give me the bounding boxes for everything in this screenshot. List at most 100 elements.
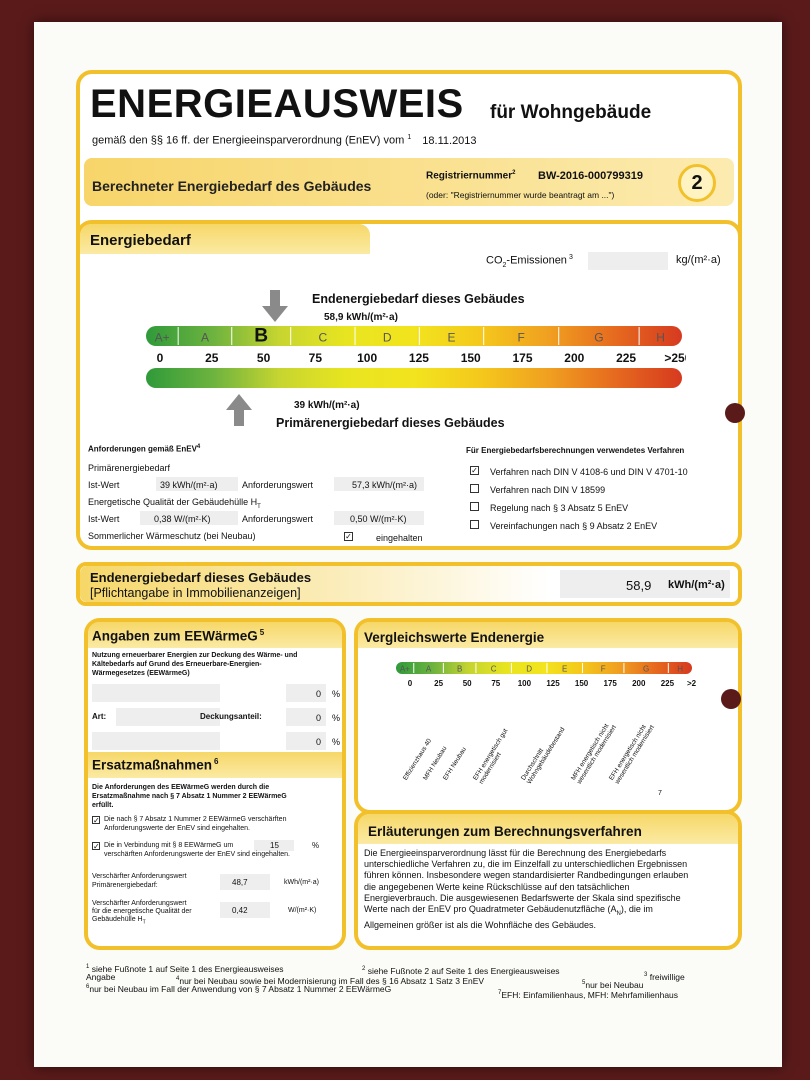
art-label: Art:: [92, 712, 107, 721]
energiebedarf-box: Energiebedarf CO2-Emissionen 3 kg/(m²·a) …: [76, 220, 742, 550]
ersatz-ht-unit: W/(m²·K): [288, 907, 317, 914]
eewaerme-pct-1: 0: [316, 689, 321, 699]
eewaerme-intro-1: Nutzung erneuerbarer Energien zur Deckun…: [92, 652, 298, 659]
ersatz-item2b: verschärften Anforderungswerte der EnEV …: [104, 851, 291, 858]
erlaeuterung-text: Die Energieeinsparverordnung lässt für d…: [364, 848, 688, 931]
vergleich-title: Vergleichswerte Endenergie: [364, 630, 545, 645]
erlaeuterung-header: [358, 814, 738, 844]
primary-energy-value: 39 kWh/(m²·a): [294, 400, 360, 411]
main-bottom-bar: [146, 368, 682, 388]
end-energy-title: Endenergiebedarf dieses Gebäudes: [312, 292, 525, 306]
eewaerme-pct-sign-1: %: [332, 689, 341, 699]
main-class-label: G: [594, 331, 603, 345]
eewaerme-pct-field-1[interactable]: [286, 684, 326, 702]
main-scale-tick: 125: [409, 351, 429, 365]
ersatz-ht-value: 0,42: [232, 906, 248, 915]
vergleich-header: [358, 622, 738, 648]
eewaerme-type-field-2[interactable]: [116, 708, 220, 726]
co2-rest: -Emissionen: [506, 254, 567, 267]
ersatz-prim-field: [220, 874, 270, 890]
endenergie-subtitle: [Pflichtangabe in Immobilienanzeigen]: [90, 586, 301, 600]
issue-date: 18.11.2013: [422, 134, 477, 147]
pct-value-1: 0: [316, 689, 322, 699]
main-class-label: B: [254, 326, 268, 347]
erl-line-6-end: ), die im: [620, 904, 653, 915]
ist-ht-field: [140, 511, 238, 525]
section-bar: [84, 158, 734, 206]
law-sup: 1: [407, 134, 412, 141]
ersatz-checkbox-2[interactable]: ✓: [92, 842, 100, 851]
vergleich-box: Vergleichswerte Endenergie A+ A B C D E F G H 0 25…: [354, 618, 742, 814]
quality-label: Energetische Qualität der Gebäudehülle H…: [88, 497, 261, 510]
methods-title: Für Energiebedarfsberechnungen verwendet…: [466, 446, 685, 455]
ist-prim-field: [156, 477, 238, 491]
eewaerme-pct-sign-3: %: [332, 737, 341, 747]
main-scale-tick: 100: [357, 351, 377, 365]
law-text: gemäß den §§ 16 ff. der Energieeinsparve…: [92, 134, 405, 147]
compare-class-label: F: [601, 664, 606, 673]
ersatz-ht-label-3: Gebäudehülle HT: [92, 916, 146, 925]
compare-class-label: A: [426, 664, 432, 673]
eewaerme-pct-field-2[interactable]: [286, 708, 326, 726]
ersatz-prim-label-2: Primärenergiebedarf:: [92, 882, 158, 889]
footnote-5: 5nur bei Neubau: [582, 979, 644, 990]
eewaerme-pct-3: 0: [316, 737, 322, 747]
end-energy-value: 58,9 kWh/(m²·a): [324, 312, 398, 323]
ist-prim-value: 39 kWh/(m²·a): [160, 480, 218, 490]
footnote-2: 2 siehe Fußnote 2 auf Seite 1 des Energi…: [362, 965, 560, 976]
erl-line-7: Allgemeinen größer ist als die Wohnfläch…: [364, 920, 596, 931]
ersatz-pct-value: 15: [270, 841, 279, 850]
compare-scale-tick: 125: [546, 679, 560, 688]
footnote-3: 3 freiwillige: [644, 971, 685, 982]
endenergie-box: Endenergiebedarf dieses Gebäudes [Pflich…: [76, 562, 742, 606]
erl-line-4: die angegebenen Werte keine Rückschlüsse…: [364, 881, 630, 892]
registration-note: (oder: "Registriernummer wurde beantragt…: [426, 190, 615, 200]
footnote-1: 1 siehe Fußnote 1 auf Seite 1 des Energi…: [86, 963, 284, 974]
main-scale-tick: 175: [512, 351, 532, 365]
method-label: Verfahren nach DIN V 18599: [490, 485, 606, 495]
compare-scale-tick: >250: [687, 679, 696, 688]
ersatz-sup: 6: [214, 757, 219, 766]
ht-label-text: Gebäudehülle H: [92, 916, 143, 923]
compare-class-label: D: [526, 664, 532, 673]
method-checkbox[interactable]: [470, 484, 479, 493]
endenergie-title: Endenergiebedarf dieses Gebäudes: [90, 570, 312, 585]
eewaerme-type-field-3[interactable]: [92, 732, 220, 750]
co2-sup: 3: [568, 254, 573, 261]
end-energy-arrow-icon: [262, 290, 288, 327]
eewaerme-type-field-1[interactable]: [92, 684, 220, 702]
main-scale-tick: 75: [309, 351, 323, 365]
ersatz-intro-3: erfüllt.: [92, 802, 114, 809]
ersatz-checkbox-1[interactable]: ✓: [92, 816, 100, 825]
eewaerme-pct-sign-2: %: [332, 713, 341, 723]
compare-scale-tick: 150: [575, 679, 589, 688]
main-scale-tick: 25: [205, 351, 219, 365]
method-checkbox[interactable]: ✓: [470, 466, 479, 475]
eewaerme-title-text: Angaben zum EEWärmeG: [92, 628, 258, 644]
ersatz-ht-field: [220, 902, 270, 918]
compare-class-bar: [396, 662, 692, 674]
endenergie-value: 58,9: [626, 578, 652, 593]
eewaerme-sup: 5: [259, 628, 265, 637]
ist-label-2: Ist-Wert: [88, 514, 120, 524]
eewaerme-pct-field-3[interactable]: [286, 732, 326, 750]
ersatz-header: [88, 752, 342, 778]
main-class-label: H: [656, 331, 665, 345]
method-checkbox[interactable]: [470, 520, 479, 529]
requirements-title-text: Anforderungen gemäß EnEV: [88, 444, 197, 454]
ersatz-item2a: Die in Verbindung mit § 8 EEWärmeG um: [104, 842, 234, 849]
ersatz-intro-1: Die Anforderungen des EEWärmeG werden du…: [92, 784, 270, 791]
ersatz-pct-field[interactable]: [254, 840, 294, 851]
compare-scale-tick: 175: [604, 679, 618, 688]
eewaerme-box: Angaben zum EEWärmeG 5 Nutzung erneuerbar…: [84, 618, 346, 950]
ersatz-ht-label-2: für die energetische Qualität der: [92, 908, 192, 915]
method-checkbox[interactable]: [470, 502, 479, 511]
law-line: gemäß den §§ 16 ff. der Energieeinsparve…: [92, 134, 477, 147]
anteil-label: Deckungsanteil:: [200, 712, 262, 721]
footnote-1-text: siehe Fußnote 1 auf Seite 1 des Energiea…: [91, 963, 284, 974]
compare-scale-tick: 100: [518, 679, 532, 688]
compare-class-label: C: [491, 664, 497, 673]
ersatz-title-text: Ersatzmaßnahmen: [92, 757, 213, 773]
main-scale-tick: 150: [461, 351, 481, 365]
summer-checkbox[interactable]: ✓: [344, 532, 353, 541]
